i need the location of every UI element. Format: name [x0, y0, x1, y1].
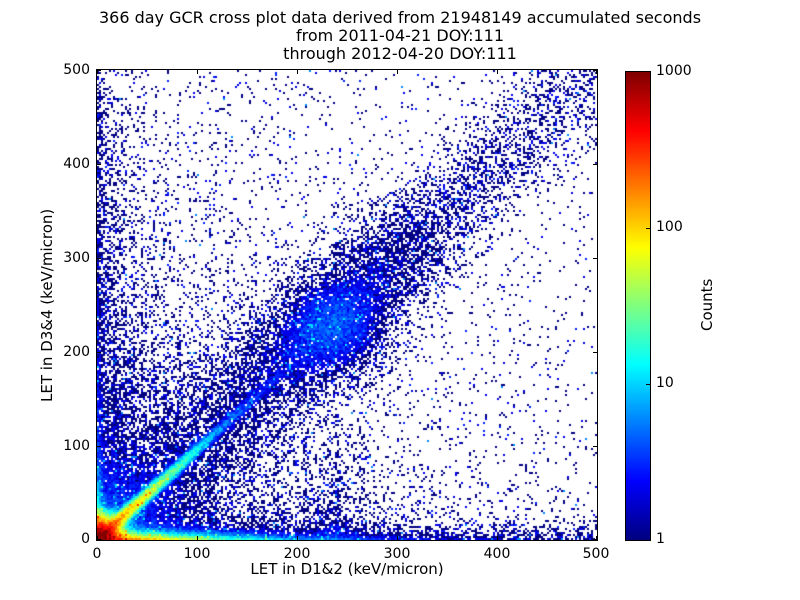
- y-tick-label: 300: [63, 250, 90, 266]
- y-tick: [97, 446, 101, 447]
- title-line-2: from 2011-04-21 DOY:111: [295, 26, 504, 45]
- title-line-1: 366 day GCR cross plot data derived from…: [98, 8, 702, 27]
- scatter-canvas: [97, 70, 597, 540]
- x-tick-label: 400: [483, 546, 511, 562]
- x-tick-label: 100: [183, 546, 211, 562]
- x-tick-label: 0: [92, 546, 102, 562]
- y-tick-right: [593, 352, 597, 353]
- y-tick-right: [593, 446, 597, 447]
- y-tick-label: 0: [81, 531, 90, 547]
- y-tick: [97, 539, 101, 540]
- x-tick: [297, 536, 298, 540]
- x-tick: [596, 536, 597, 540]
- x-tick: [197, 536, 198, 540]
- x-tick-top: [97, 70, 98, 74]
- y-axis-label: LET in D3&4 (keV/micron): [38, 208, 56, 402]
- x-tick-label: 200: [283, 546, 311, 562]
- y-tick-label: 500: [63, 62, 90, 78]
- x-tick: [497, 536, 498, 540]
- y-tick-right: [593, 539, 597, 540]
- x-tick-top: [596, 70, 597, 74]
- colorbar: [625, 71, 651, 541]
- y-tick-right: [593, 164, 597, 165]
- y-tick: [97, 164, 101, 165]
- x-tick: [397, 536, 398, 540]
- y-tick-label: 100: [63, 438, 90, 454]
- x-tick-top: [197, 70, 198, 74]
- x-tick-label: 500: [582, 546, 610, 562]
- y-tick: [97, 258, 101, 259]
- colorbar-tick-label: 10: [656, 375, 674, 391]
- colorbar-tick: [646, 228, 650, 229]
- y-tick: [97, 70, 101, 71]
- x-axis-label: LET in D1&2 (keV/micron): [250, 560, 444, 578]
- x-tick-top: [397, 70, 398, 74]
- colorbar-tick-label: 100: [656, 219, 683, 235]
- y-tick-label: 200: [63, 344, 90, 360]
- chart-title: 366 day GCR cross plot data derived from…: [0, 9, 800, 63]
- y-tick-right: [593, 70, 597, 71]
- colorbar-tick-label: 1000: [656, 63, 692, 79]
- colorbar-tick-label: 1: [656, 531, 665, 547]
- y-tick-label: 400: [63, 156, 90, 172]
- y-tick: [97, 352, 101, 353]
- plot-area: [96, 69, 598, 541]
- y-tick-right: [593, 258, 597, 259]
- title-line-3: through 2012-04-20 DOY:111: [283, 44, 517, 63]
- colorbar-tick: [646, 384, 650, 385]
- x-tick: [97, 536, 98, 540]
- x-tick-top: [297, 70, 298, 74]
- colorbar-label: Counts: [698, 278, 716, 332]
- x-tick-label: 300: [383, 546, 411, 562]
- x-tick-top: [497, 70, 498, 74]
- colorbar-gradient-canvas: [626, 72, 650, 540]
